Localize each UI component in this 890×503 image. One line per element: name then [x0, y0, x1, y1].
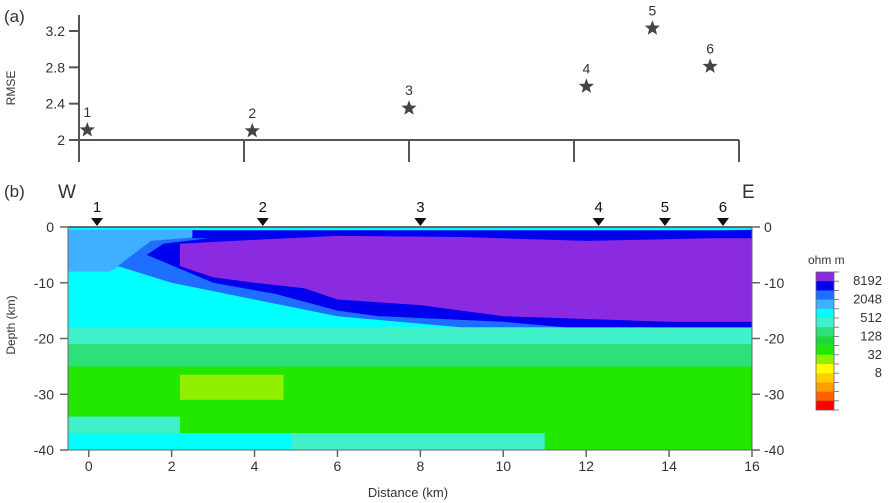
distance-tick-label: 16 [744, 458, 760, 474]
depth-tick-label-right: -30 [764, 386, 784, 402]
depth-tick-label-left: -10 [34, 275, 54, 291]
rmse-star [79, 122, 95, 137]
station-label: 1 [93, 199, 101, 216]
rmse-star [401, 100, 417, 115]
depth-tick-label-left: -40 [34, 442, 54, 458]
region-top-thin-blue [192, 230, 752, 239]
depth-tick-label-left: 0 [46, 219, 54, 235]
rmse-plot: 2 2.4 2.8 3.2 1 2 3 4 5 6 [46, 2, 740, 162]
colorbar-swatch [816, 327, 834, 337]
colorbar-swatch [816, 373, 834, 383]
colorbar-swatch [816, 354, 834, 365]
station-label: 2 [259, 199, 267, 216]
region-bottom-cyan-left [68, 433, 292, 450]
region-bottom-teal-right [291, 433, 545, 450]
station-label: 5 [661, 199, 669, 216]
station-label: 4 [594, 199, 602, 216]
rmse-point-label: 2 [248, 105, 256, 121]
colorbar-swatch [816, 382, 834, 392]
colorbar-swatch [816, 318, 834, 328]
rmse-axis-title: RMSE [4, 71, 18, 106]
colorbar-label: 512 [860, 310, 882, 325]
x-axis-title: Distance (km) [368, 485, 448, 500]
colorbar-swatch [816, 364, 834, 374]
colorbar-swatch [816, 290, 834, 300]
distance-tick-label: 0 [85, 458, 93, 474]
colorbar-swatch [816, 336, 834, 346]
depth-tick-label-left: -30 [34, 386, 54, 402]
rmse-y-tick-label: 2.8 [46, 59, 66, 75]
station-marker [91, 218, 104, 226]
region-green-teal [68, 344, 752, 367]
colorbar-swatch [816, 281, 834, 291]
rmse-star [644, 20, 660, 35]
rmse-star [244, 122, 260, 138]
rmse-point-label: 6 [706, 40, 714, 56]
y-axis-title: Depth (km) [4, 295, 18, 354]
distance-tick-label: 6 [334, 458, 342, 474]
distance-tick-label: 12 [578, 458, 594, 474]
station-marker [658, 218, 671, 226]
depth-tick-label-right: -10 [764, 275, 784, 291]
rmse-point-label: 3 [405, 82, 413, 98]
region-yellow-green-patch [179, 374, 284, 400]
depth-tick-label-right: -20 [764, 331, 784, 347]
east-label: E [742, 182, 755, 203]
colorbar-label: 8 [875, 365, 882, 380]
distance-tick-label: 4 [251, 458, 259, 474]
rmse-star [702, 58, 718, 73]
colorbar-swatch [816, 299, 834, 310]
station-marker [414, 218, 427, 226]
depth-tick-label-right: -40 [764, 442, 784, 458]
rmse-point-label: 5 [648, 2, 656, 18]
resistivity-section: 0 0-10 -10-20 -20-30 -30-40 -400 2 4 6 8 10 12 14 161… [34, 199, 785, 474]
colorbar-swatch [816, 345, 834, 356]
colorbar-label: 128 [860, 328, 882, 343]
rmse-y-tick-label: 3.2 [46, 23, 66, 39]
distance-tick-label: 8 [416, 458, 424, 474]
station-marker [716, 218, 729, 226]
distance-tick-label: 2 [168, 458, 176, 474]
region-bottom-green-far [544, 427, 752, 450]
colorbar-swatch [816, 391, 834, 402]
distance-tick-label: 14 [661, 458, 677, 474]
station-label: 6 [719, 199, 727, 216]
region-upper-cyan [68, 327, 752, 345]
distance-tick-label: 10 [495, 458, 511, 474]
rmse-star [578, 78, 594, 93]
colorbar-swatch [816, 308, 834, 319]
west-label: W [58, 182, 76, 203]
panel-a-label: (a) [4, 7, 25, 26]
section-area [68, 227, 752, 450]
rmse-y-tick-label: 2.4 [46, 96, 66, 112]
depth-tick-label-right: 0 [764, 219, 772, 235]
station-marker [256, 218, 269, 226]
depth-tick-label-left: -20 [34, 331, 54, 347]
colorbar-swatch [816, 400, 834, 411]
rmse-point-label: 4 [582, 60, 590, 76]
rmse-y-tick-label: 2 [57, 132, 65, 148]
panel-b-label: (b) [4, 182, 25, 201]
colorbar-swatch [816, 272, 834, 282]
colorbar-label: 2048 [853, 292, 882, 307]
region-lower-teal [68, 416, 180, 434]
colorbar-label: 8192 [853, 273, 882, 288]
station-label: 3 [416, 199, 424, 216]
colorbar-frame [815, 271, 835, 411]
region-resistive-body [179, 235, 752, 322]
colorbar-unit: ohm m [808, 253, 845, 267]
rmse-point-label: 1 [83, 104, 91, 120]
colorbar-label: 32 [868, 347, 882, 362]
colorbar: 8192 2048 512 128 32 8 [815, 271, 882, 411]
station-marker [592, 218, 605, 226]
